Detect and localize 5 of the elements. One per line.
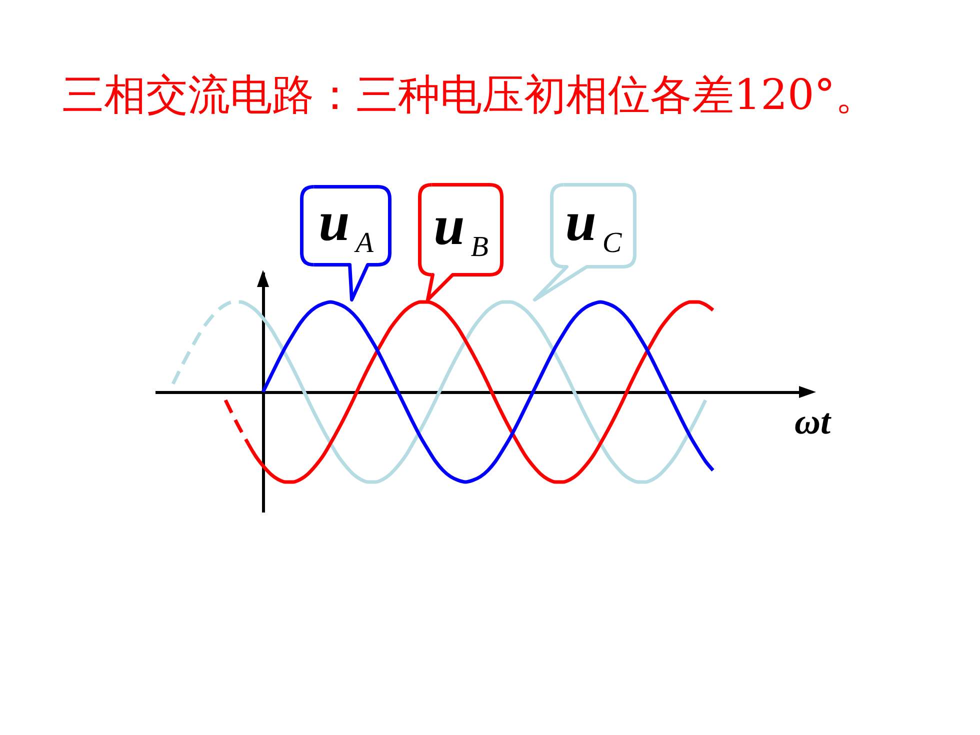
x-axis-title: ωt	[794, 402, 832, 442]
legend-label: u$_{B}$	[434, 195, 488, 263]
legend-label: u$_{A}$	[318, 191, 374, 259]
chart-title: 三相交流电路：三种电压初相位各差120°。	[62, 70, 878, 119]
legend-label: u$_{C}$	[565, 191, 622, 259]
